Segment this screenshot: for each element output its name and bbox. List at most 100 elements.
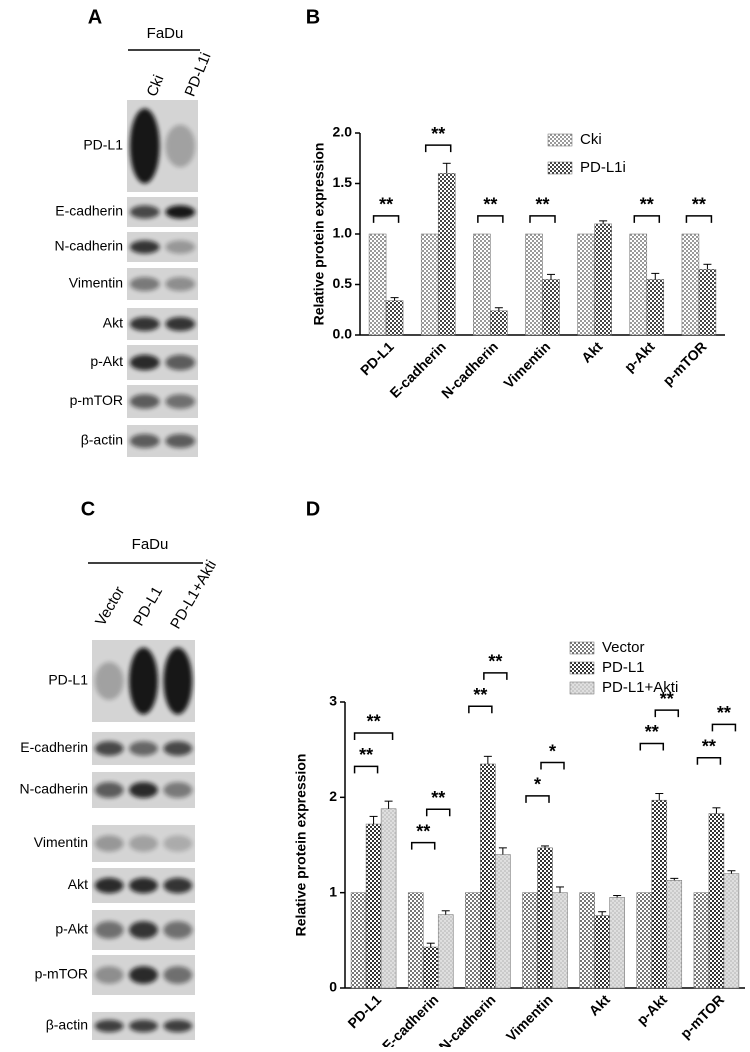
error-bar <box>703 263 712 270</box>
significance-bracket <box>372 215 400 223</box>
blot-band <box>165 205 196 219</box>
significance-label: ** <box>379 195 393 215</box>
error-bar <box>547 273 555 280</box>
significance-label: * <box>549 741 556 761</box>
panel-label: D <box>306 498 320 520</box>
significance-bracket <box>633 215 661 223</box>
x-tick-label: p-Akt <box>633 991 670 1028</box>
blot-band <box>94 921 124 939</box>
significance-bracket <box>410 841 436 850</box>
error-bar <box>541 845 549 848</box>
bar <box>350 892 367 989</box>
blot-band <box>129 240 160 254</box>
x-tick-label: PD-L1 <box>357 338 397 378</box>
blot-band <box>163 835 193 852</box>
blot-band <box>165 354 196 371</box>
row-label: E-cadherin <box>55 203 123 219</box>
bar <box>420 233 439 336</box>
cell-line-label: FaDu <box>147 25 184 42</box>
blot-band <box>163 647 193 715</box>
bar <box>693 892 710 989</box>
blot-band <box>94 877 124 894</box>
significance-bracket <box>529 215 556 223</box>
blot-band <box>165 394 196 409</box>
error-bar <box>655 793 664 801</box>
legend-label: PD-L1 <box>602 659 645 676</box>
significance-label: ** <box>416 821 430 841</box>
y-tick-label: 1 <box>329 883 337 899</box>
error-bar <box>442 162 451 174</box>
bar <box>577 233 595 336</box>
bar <box>594 223 612 336</box>
blot-band <box>165 240 196 254</box>
significance-bracket <box>353 765 379 774</box>
blot-band <box>163 966 193 984</box>
error-bar <box>727 870 736 874</box>
blot-band <box>129 354 160 371</box>
y-tick-label: 1.0 <box>333 225 353 241</box>
significance-label: ** <box>702 737 716 757</box>
blot-band <box>163 1019 193 1033</box>
legend-swatch <box>569 641 595 655</box>
x-tick-label: N-cadherin <box>436 991 499 1047</box>
legend-swatch <box>569 661 595 675</box>
bar <box>651 799 668 989</box>
blot-band <box>129 877 158 894</box>
significance-label: ** <box>473 685 487 705</box>
blot-band <box>129 433 160 449</box>
blot-band <box>94 741 124 756</box>
significance-bracket <box>639 742 665 751</box>
significance-label: ** <box>483 195 497 215</box>
error-bar <box>494 307 503 311</box>
error-bar <box>369 815 378 825</box>
blot-band <box>163 782 193 798</box>
blot-band <box>129 394 160 409</box>
blot-band <box>165 276 196 292</box>
bar <box>490 310 508 336</box>
bar <box>365 823 382 989</box>
error-bar <box>498 847 507 855</box>
cell-line-label: FaDu <box>132 536 169 553</box>
row-label: p-Akt <box>55 921 88 937</box>
y-tick-label: 0 <box>329 979 337 995</box>
significance-label: ** <box>431 124 445 144</box>
x-tick-label: p-Akt <box>621 338 658 375</box>
blot-band <box>129 205 160 219</box>
error-bar <box>556 886 564 893</box>
bar <box>609 897 625 989</box>
blot-band <box>129 1019 158 1033</box>
x-tick-label: PD-L1 <box>344 991 384 1031</box>
lane-label: Cki <box>144 73 168 99</box>
bar <box>552 892 568 989</box>
row-label: N-cadherin <box>55 238 123 254</box>
significance-label: ** <box>717 703 731 723</box>
bar <box>666 880 683 989</box>
y-tick-label: 2.0 <box>333 124 353 140</box>
error-bar <box>483 755 492 764</box>
panel-label: C <box>81 498 95 520</box>
significance-bracket <box>711 723 737 732</box>
bar <box>437 914 454 989</box>
panel-label: B <box>306 6 320 28</box>
bar <box>437 173 456 336</box>
blot-band <box>94 782 124 798</box>
blot-band <box>129 921 158 939</box>
significance-label: ** <box>488 652 502 672</box>
significance-label: * <box>534 775 541 795</box>
bar <box>723 873 740 989</box>
significance-label: ** <box>535 195 549 215</box>
significance-label: ** <box>645 722 659 742</box>
row-label: Vimentin <box>69 275 123 291</box>
bar <box>594 915 610 989</box>
legend-label: PD-L1i <box>580 159 626 176</box>
bar <box>368 233 387 336</box>
x-tick-label: Akt <box>578 338 606 366</box>
row-label: N-cadherin <box>20 781 88 797</box>
significance-bracket <box>353 732 394 740</box>
blot-band <box>163 921 193 939</box>
blot-band <box>129 276 160 292</box>
lane-label: PD-L1 <box>130 584 166 629</box>
bar <box>422 946 439 989</box>
y-axis-label: Relative protein expression <box>311 143 327 326</box>
